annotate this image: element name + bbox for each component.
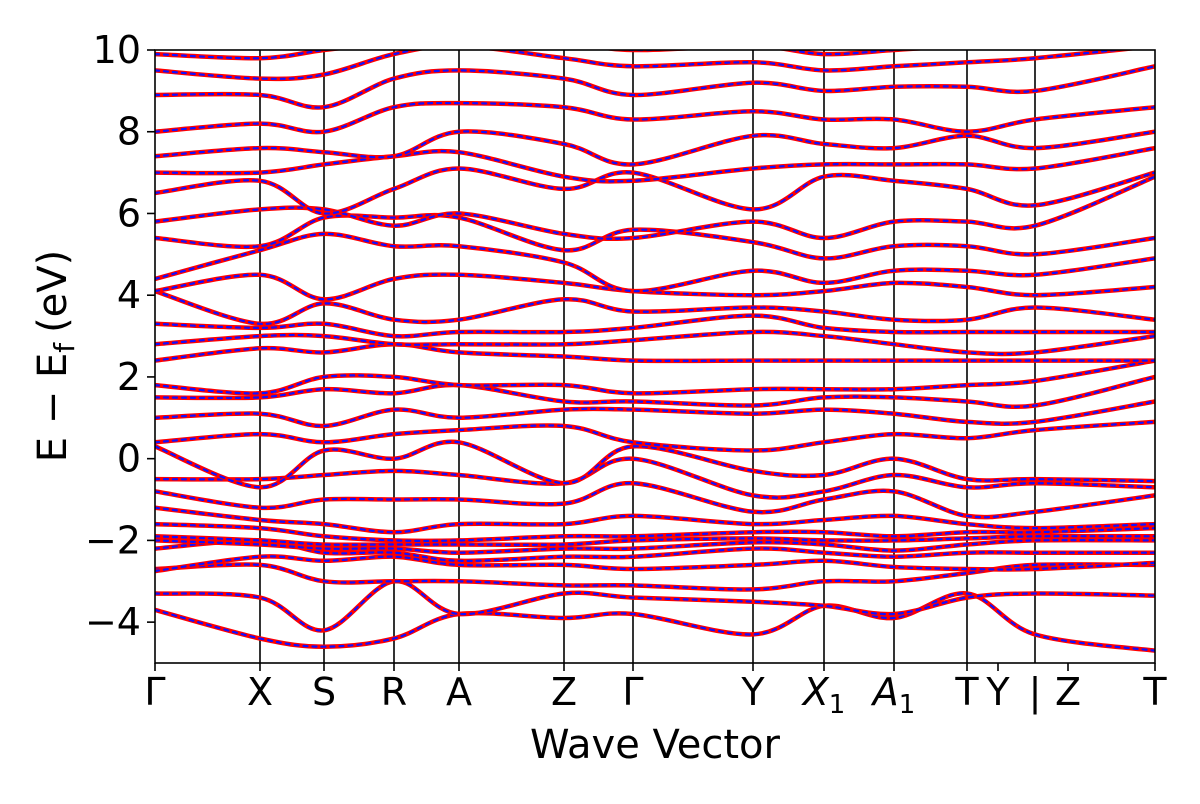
band-line-dashed: [155, 535, 1155, 546]
band-line-dashed: [155, 175, 1155, 240]
band-line-dashed: [155, 375, 1155, 408]
band-line-dashed: [155, 440, 1155, 489]
y-tick-label: −2: [85, 518, 141, 562]
y-axis-title-sub: f: [48, 342, 81, 353]
x-tick-label: |: [1029, 670, 1042, 715]
y-tick-label: 6: [117, 191, 141, 235]
band-line-dashed: [155, 563, 1155, 591]
high-symmetry-lines: [259, 50, 1036, 663]
plot-frame: [154, 49, 1156, 664]
band-line-dashed: [155, 457, 1155, 499]
x-tick-label: A1: [870, 670, 916, 720]
band-line-dashed: [155, 400, 1155, 428]
band-line-dashed: [155, 592, 1155, 652]
band-line-dashed: [155, 482, 1155, 519]
y-tick-label: 8: [117, 110, 141, 154]
y-axis-title: E − Ef (eV): [30, 250, 81, 463]
x-tick-label: A: [446, 670, 472, 714]
x-tick-label: Y: [985, 670, 1010, 714]
band-line-dashed: [155, 101, 1155, 134]
band-line-dashed: [155, 232, 1155, 293]
x-tick-label: T: [954, 670, 979, 714]
y-axis-title-unit: (eV): [30, 250, 76, 333]
band-line-dashed: [155, 506, 1155, 534]
x-tick-label: Γ: [622, 670, 643, 714]
x-axis: Γ X S R A Z Γ Y X1 A1 T Y | Z T: [144, 663, 1167, 720]
y-tick-label: 2: [117, 355, 141, 399]
x-tick-label: X: [247, 670, 273, 714]
x-tick-label: S: [312, 670, 336, 714]
band-line-dashed: [155, 330, 1155, 356]
y-tick-label: −4: [85, 600, 141, 644]
y-tick-label: 4: [117, 273, 141, 317]
band-line-dashed: [155, 539, 1155, 562]
x-tick-label: T: [1142, 670, 1167, 714]
band-line-dashed: [155, 167, 1155, 215]
x-tick-label: Y: [740, 670, 765, 714]
band-line-dashed: [155, 147, 1155, 183]
band-line-dashed: [155, 50, 1127, 80]
y-axis-title-main: E − E: [30, 353, 76, 463]
bands-group: [155, 50, 1155, 653]
band-line-dashed: [155, 290, 1155, 325]
x-tick-label: X1: [801, 670, 846, 720]
band-line-dashed: [155, 130, 1155, 166]
y-tick-label: 10: [93, 28, 141, 72]
x-tick-label: Z: [1055, 670, 1081, 714]
band-line-dashed: [155, 65, 1155, 109]
x-tick-label: Z: [551, 670, 577, 714]
band-line-dashed: [155, 214, 1155, 260]
band-line-dashed: [155, 314, 1155, 338]
band-line-dashed: [155, 538, 1155, 554]
x-tick-label: R: [381, 670, 407, 714]
band-line-dashed: [155, 420, 1155, 452]
x-tick-label: Γ: [144, 670, 165, 714]
band-line-dashed: [155, 555, 1155, 573]
y-tick-label: 0: [117, 437, 141, 481]
band-line-solid: [155, 579, 1155, 633]
y-axis: −4 −2 0 2 4 6 8 10: [85, 28, 155, 644]
band-line-dashed: [155, 523, 1155, 543]
x-axis-title: Wave Vector: [530, 722, 781, 768]
band-line-dashed: [155, 359, 1155, 395]
band-line-dashed: [155, 343, 1155, 363]
